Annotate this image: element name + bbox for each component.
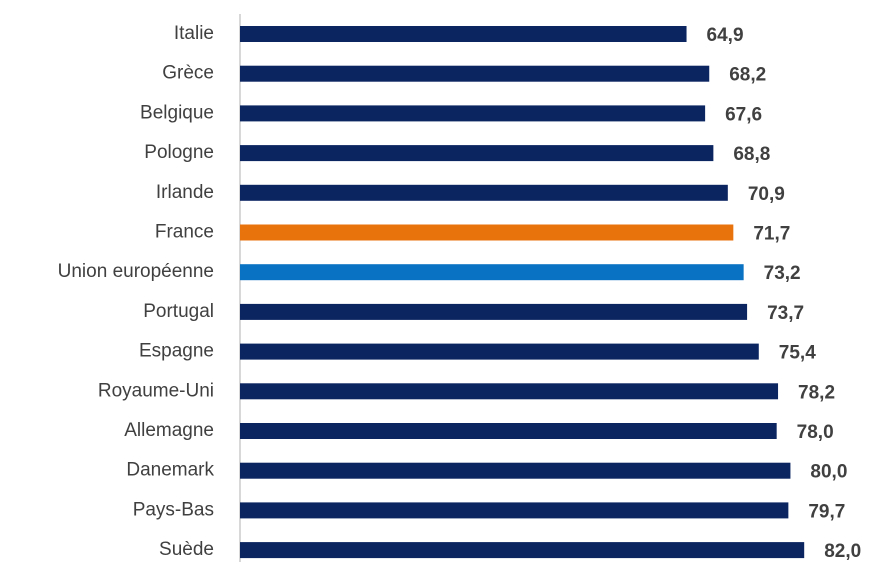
value-label: 75,4 xyxy=(779,343,816,364)
category-label: Italie xyxy=(174,23,214,44)
value-label: 79,7 xyxy=(808,501,845,522)
value-label: 82,0 xyxy=(824,541,861,562)
category-label: Belgique xyxy=(140,102,214,123)
bar xyxy=(240,462,791,479)
value-label: 73,7 xyxy=(767,303,804,324)
bar xyxy=(240,145,714,162)
category-label: Grèce xyxy=(162,63,214,84)
category-label: Irlande xyxy=(156,182,214,203)
category-label: Suède xyxy=(159,539,214,560)
category-label: Union européenne xyxy=(58,261,214,282)
bar xyxy=(240,502,789,519)
value-label: 78,0 xyxy=(797,422,834,443)
bar xyxy=(240,26,687,42)
value-label: 68,8 xyxy=(733,144,770,165)
category-label: Allemagne xyxy=(124,420,214,441)
value-label: 71,7 xyxy=(753,224,790,245)
bar xyxy=(240,383,779,400)
category-label: Danemark xyxy=(126,460,214,481)
bar xyxy=(240,542,805,559)
value-label: 67,6 xyxy=(725,104,762,125)
category-label: France xyxy=(155,222,214,243)
category-label: Pologne xyxy=(144,142,214,163)
bar xyxy=(240,264,744,281)
bar xyxy=(240,105,706,122)
value-label: 73,2 xyxy=(764,263,801,284)
bar xyxy=(240,224,734,241)
bar xyxy=(240,423,777,439)
bar xyxy=(240,65,710,82)
bar xyxy=(240,343,759,360)
category-label: Royaume-Uni xyxy=(98,380,214,401)
category-label: Pays-Bas xyxy=(133,499,214,520)
value-label: 80,0 xyxy=(810,462,847,483)
value-label: 64,9 xyxy=(707,25,744,46)
category-label: Espagne xyxy=(139,341,214,362)
value-label: 70,9 xyxy=(748,184,785,205)
category-label: Portugal xyxy=(143,301,214,322)
value-label: 68,2 xyxy=(729,65,766,86)
bar xyxy=(240,303,748,320)
value-label: 78,2 xyxy=(798,382,835,403)
bar xyxy=(240,184,728,201)
